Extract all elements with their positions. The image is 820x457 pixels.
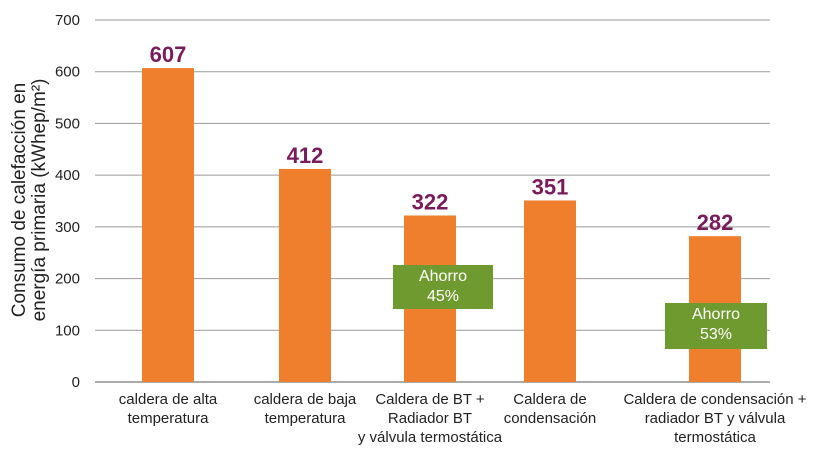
bar (524, 200, 576, 382)
y-tick-label: 100 (55, 322, 80, 339)
annotation: Ahorro 53% (665, 303, 767, 349)
x-tick-label: caldera de alta temperatura (118, 391, 218, 427)
x-tick-label: caldera de baja temperatura (253, 391, 357, 427)
value-label: 351 (532, 174, 569, 199)
y-axis-label: Consumo de calefacción en energía primar… (9, 78, 50, 322)
y-tick-label: 0 (72, 374, 80, 391)
y-tick-label: 300 (55, 219, 80, 236)
y-tick-label: 500 (55, 115, 80, 132)
value-label: 322 (412, 189, 449, 214)
bar (279, 168, 331, 382)
bar (142, 68, 194, 382)
y-tick-label: 400 (55, 167, 80, 184)
y-tick-label: 200 (55, 271, 80, 288)
value-label: 282 (697, 210, 734, 235)
value-label: 607 (150, 42, 187, 67)
annotation: Ahorro 45% (393, 265, 493, 309)
x-tick-label: Caldera de condensación + radiador BT y … (623, 391, 807, 446)
x-tick-label: Caldera de BT + Radiador BT y válvula te… (357, 391, 503, 446)
y-tick-label: 700 (55, 12, 80, 29)
y-tick-label: 600 (55, 64, 80, 81)
x-tick-label: Caldera de condensación (503, 391, 597, 427)
value-label: 412 (287, 143, 324, 168)
